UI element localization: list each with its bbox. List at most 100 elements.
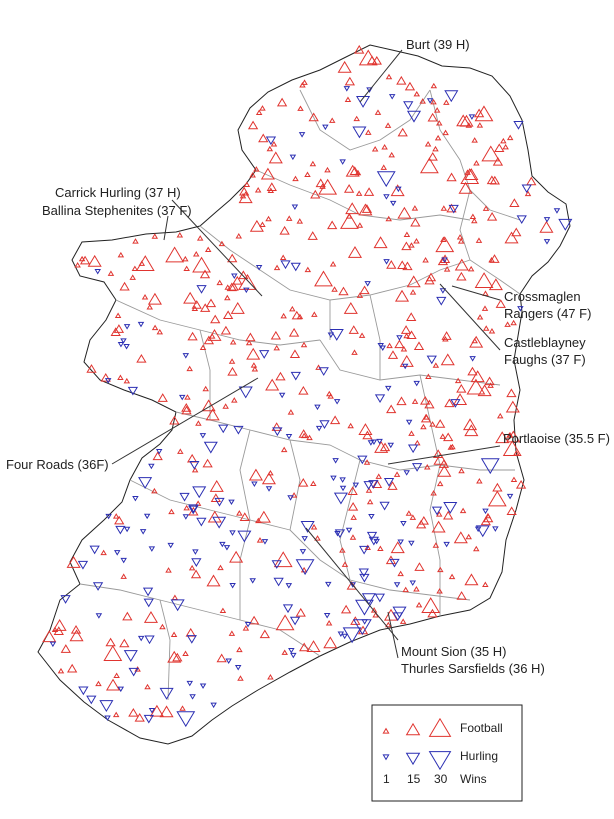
football-marker (436, 120, 443, 126)
hurling-marker (295, 559, 315, 576)
football-marker (337, 60, 352, 73)
football-marker (432, 145, 439, 152)
football-marker (271, 422, 282, 431)
football-marker (192, 251, 200, 257)
football-marker (87, 254, 102, 267)
football-marker (354, 169, 362, 176)
hurling-marker (388, 94, 396, 100)
football-marker (147, 292, 162, 305)
football-marker (375, 473, 382, 479)
legend-hurling-label: Hurling (460, 749, 498, 763)
football-marker (53, 626, 64, 635)
football-marker (425, 272, 437, 282)
football-marker (243, 181, 251, 187)
football-marker (504, 231, 519, 244)
hurling-marker (506, 493, 514, 500)
hurling-marker (332, 458, 339, 464)
hurling-marker (363, 481, 374, 490)
hurling-marker (357, 455, 368, 465)
football-marker (454, 258, 469, 271)
hurling-marker (223, 545, 231, 551)
football-marker (141, 294, 149, 300)
hurling-marker (170, 599, 185, 612)
football-marker (435, 419, 446, 428)
hurling-marker (290, 262, 301, 272)
hurling-marker (199, 683, 207, 689)
hurling-marker (77, 560, 89, 570)
football-marker (467, 366, 478, 376)
football-marker (459, 507, 467, 514)
football-marker (415, 601, 423, 608)
football-marker (266, 145, 274, 152)
football-marker (205, 408, 220, 421)
football-marker (484, 512, 492, 519)
football-marker (394, 339, 405, 349)
hurling-marker (403, 101, 414, 110)
football-marker (151, 233, 159, 239)
hurling-marker (104, 378, 112, 384)
hurling-marker (403, 470, 410, 476)
football-marker (143, 611, 159, 623)
hurling-marker (413, 380, 420, 387)
football-marker (205, 298, 217, 308)
football-marker (222, 403, 229, 409)
hurling-marker (255, 264, 263, 271)
football-marker (327, 393, 334, 399)
football-marker (384, 122, 392, 128)
football-marker (310, 189, 321, 199)
hurling-marker (188, 504, 199, 514)
football-marker (358, 49, 378, 66)
football-marker (202, 458, 213, 468)
football-marker (496, 412, 504, 419)
football-marker (226, 282, 237, 292)
football-marker (159, 705, 174, 718)
football-marker (473, 545, 480, 552)
football-marker (123, 377, 131, 384)
football-marker (296, 218, 304, 224)
hurling-marker (289, 154, 297, 161)
hurling-marker (329, 329, 344, 341)
football-marker (400, 325, 412, 334)
hurling-marker (261, 539, 269, 545)
football-marker (60, 644, 71, 653)
football-marker (183, 291, 198, 304)
hurling-marker (225, 658, 232, 664)
football-marker (403, 231, 411, 237)
football-marker (404, 81, 416, 91)
hurling-marker (143, 513, 151, 520)
football-marker (437, 464, 452, 477)
football-marker (397, 127, 408, 137)
hurling-marker (137, 321, 145, 328)
football-marker (406, 330, 417, 340)
football-marker (482, 205, 490, 211)
legend-football-label: Football (460, 721, 503, 735)
football-marker (482, 581, 489, 588)
football-marker (506, 430, 521, 443)
hurling-marker (322, 124, 329, 131)
football-marker (134, 666, 141, 672)
football-marker (347, 501, 359, 511)
hurling-marker (374, 593, 385, 603)
football-marker (280, 446, 288, 453)
football-marker (396, 396, 407, 406)
football-marker (403, 332, 410, 339)
hurling-marker (143, 598, 154, 608)
football-marker (120, 573, 127, 579)
football-marker (470, 370, 485, 383)
football-marker (204, 246, 212, 253)
hurling-marker (128, 667, 139, 677)
hurling-marker (325, 581, 332, 588)
hurling-marker (219, 541, 226, 548)
football-marker (237, 675, 244, 681)
football-marker (471, 337, 478, 344)
football-marker (306, 434, 313, 441)
hurling-marker (123, 344, 130, 350)
football-marker (385, 621, 392, 628)
hurling-marker (558, 218, 573, 231)
football-marker (464, 169, 471, 175)
football-marker (229, 550, 244, 563)
football-marker (149, 704, 164, 717)
football-marker (409, 514, 417, 520)
football-marker (194, 500, 202, 506)
